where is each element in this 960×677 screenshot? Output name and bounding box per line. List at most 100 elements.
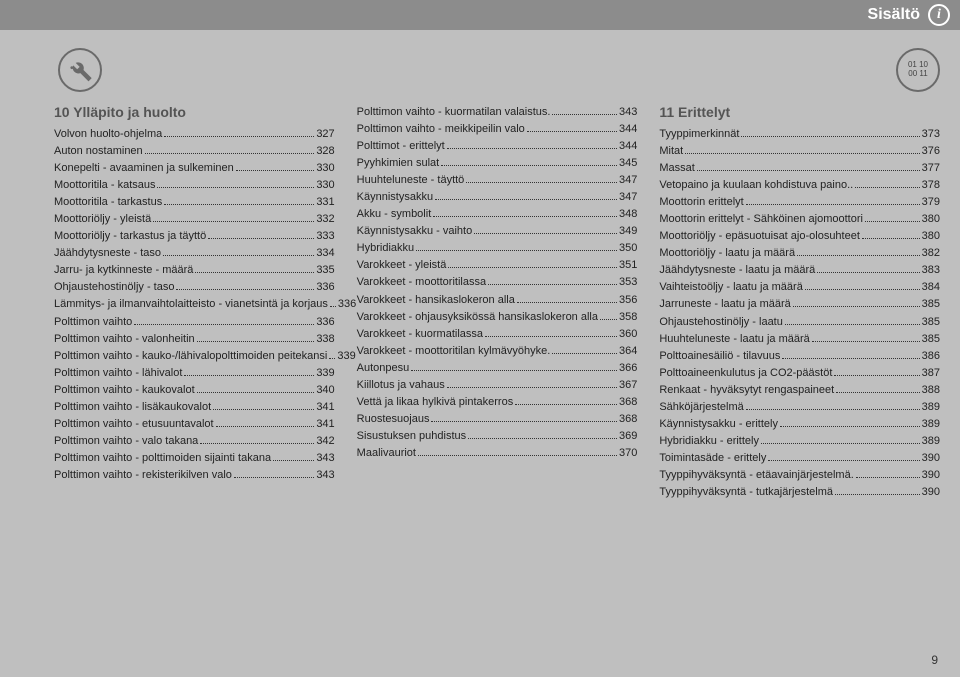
dot-leader xyxy=(164,136,314,137)
dot-leader xyxy=(208,238,314,239)
dot-leader xyxy=(515,404,617,405)
toc-row: Sisustuksen puhdistus369 xyxy=(357,428,638,445)
toc-page: 349 xyxy=(619,223,637,240)
toc-label: Sähköjärjestelmä xyxy=(659,399,743,416)
toc-page: 386 xyxy=(922,348,940,365)
toc-page: 385 xyxy=(922,296,940,313)
dot-leader xyxy=(761,443,920,444)
dot-leader xyxy=(485,336,617,337)
toc-page: 387 xyxy=(922,365,940,382)
toc-label: Vaihteistoöljy - laatu ja määrä xyxy=(659,279,802,296)
toc-row: Käynnistysakku347 xyxy=(357,189,638,206)
dot-leader xyxy=(163,255,314,256)
toc-row: Huuhteluneste - täyttö347 xyxy=(357,172,638,189)
toc-row: Polttimon vaihto - polttimoiden sijainti… xyxy=(54,450,335,467)
toc-page: 353 xyxy=(619,274,637,291)
dot-leader xyxy=(552,114,617,115)
toc-page: 334 xyxy=(316,245,334,262)
toc-label: Polttimon vaihto - kaukovalot xyxy=(54,382,195,399)
toc-label: Varokkeet - kuormatilassa xyxy=(357,326,483,343)
toc-label: Polttimon vaihto - lähivalot xyxy=(54,365,182,382)
dot-leader xyxy=(200,443,314,444)
toc-page: 377 xyxy=(922,160,940,177)
dot-leader xyxy=(685,153,919,154)
toc-page: 358 xyxy=(619,309,637,326)
toc-label: Moottorin erittelyt xyxy=(659,194,743,211)
dot-leader xyxy=(234,477,314,478)
toc-page: 378 xyxy=(922,177,940,194)
toc-row: Hybridiakku - erittely389 xyxy=(659,433,940,450)
toc-label: Akku - symbolit xyxy=(357,206,432,223)
toc-page: 389 xyxy=(922,399,940,416)
toc-label: Polttimon vaihto - kuormatilan valaistus… xyxy=(357,104,551,121)
dot-leader xyxy=(741,136,919,137)
toc-page: 368 xyxy=(619,394,637,411)
dot-leader xyxy=(552,353,617,354)
toc-row: Polttimon vaihto - lisäkaukovalot341 xyxy=(54,399,335,416)
toc-row: Varokkeet - kuormatilassa360 xyxy=(357,326,638,343)
toc-page: 380 xyxy=(922,211,940,228)
toc-label: Varokkeet - moottoritilassa xyxy=(357,274,486,291)
toc-page: 330 xyxy=(316,177,334,194)
toc-page: 335 xyxy=(316,262,334,279)
toc-page: 328 xyxy=(316,143,334,160)
dot-leader xyxy=(862,238,920,239)
toc-page: 388 xyxy=(922,382,940,399)
toc-page: 383 xyxy=(922,262,940,279)
dot-leader xyxy=(184,375,314,376)
dot-leader xyxy=(782,358,919,359)
dot-leader xyxy=(474,233,617,234)
toc-row: Polttoaineenkulutus ja CO2-päästöt 387 xyxy=(659,365,940,382)
toc-row: Polttimon vaihto - etusuuntavalot341 xyxy=(54,416,335,433)
toc-row: Kiillotus ja vahaus367 xyxy=(357,377,638,394)
toc-row: Varokkeet - yleistä351 xyxy=(357,257,638,274)
toc-row: Varokkeet - moottoritilassa 353 xyxy=(357,274,638,291)
section-heading: 11 Erittelyt xyxy=(659,104,940,120)
toc-row: Akku - symbolit348 xyxy=(357,206,638,223)
dot-leader xyxy=(447,387,617,388)
toc-label: Polttimon vaihto - valo takana xyxy=(54,433,198,450)
toc-row: Ohjaustehostinöljy - taso336 xyxy=(54,279,335,296)
toc-row: Massat 377 xyxy=(659,160,940,177)
dot-leader xyxy=(416,250,617,251)
toc-page: 345 xyxy=(619,155,637,172)
toc-page: 382 xyxy=(922,245,940,262)
toc-label: Huuhteluneste - laatu ja määrä xyxy=(659,331,809,348)
toc-label: Moottorin erittelyt - Sähköinen ajomoott… xyxy=(659,211,863,228)
toc-label: Hybridiakku - erittely xyxy=(659,433,759,450)
toc-page: 347 xyxy=(619,189,637,206)
dot-leader xyxy=(834,375,919,376)
toc-label: Ruostesuojaus xyxy=(357,411,430,428)
toc-label: Maalivauriot xyxy=(357,445,416,462)
dot-leader xyxy=(329,358,335,359)
dot-leader xyxy=(197,392,315,393)
toc-row: Käynnistysakku - vaihto349 xyxy=(357,223,638,240)
dot-leader xyxy=(448,267,617,268)
toc-row: Ruostesuojaus368 xyxy=(357,411,638,428)
toc-label: Massat xyxy=(659,160,694,177)
toc-label: Moottoriöljy - tarkastus ja täyttö xyxy=(54,228,206,245)
toc-label: Tyyppimerkinnät xyxy=(659,126,739,143)
toc-page: 343 xyxy=(619,104,637,121)
toc-page: 373 xyxy=(922,126,940,143)
toc-page: 389 xyxy=(922,416,940,433)
toc-page: 344 xyxy=(619,138,637,155)
toc-page: 385 xyxy=(922,314,940,331)
toc-page: 344 xyxy=(619,121,637,138)
toc-row: Moottorin erittelyt379 xyxy=(659,194,940,211)
toc-row: Ohjaustehostinöljy - laatu385 xyxy=(659,314,940,331)
toc-label: Polttoaineenkulutus ja CO2-päästöt xyxy=(659,365,832,382)
toc-label: Polttimon vaihto - lisäkaukovalot xyxy=(54,399,211,416)
toc-page: 340 xyxy=(316,382,334,399)
toc-page: 332 xyxy=(316,211,334,228)
toc-page: 336 xyxy=(316,279,334,296)
page-title: Sisältö xyxy=(868,6,920,24)
toc-row: Jäähdytysneste - laatu ja määrä383 xyxy=(659,262,940,279)
toc-row: Jäähdytysneste - taso334 xyxy=(54,245,335,262)
section-heading: 10 Ylläpito ja huolto xyxy=(54,104,335,120)
dot-leader xyxy=(164,204,314,205)
toc-page: 342 xyxy=(316,433,334,450)
dot-leader xyxy=(817,272,919,273)
toc-row: Vaihteistoöljy - laatu ja määrä384 xyxy=(659,279,940,296)
toc-label: Varokkeet - moottoritilan kylmävyöhyke. xyxy=(357,343,551,360)
